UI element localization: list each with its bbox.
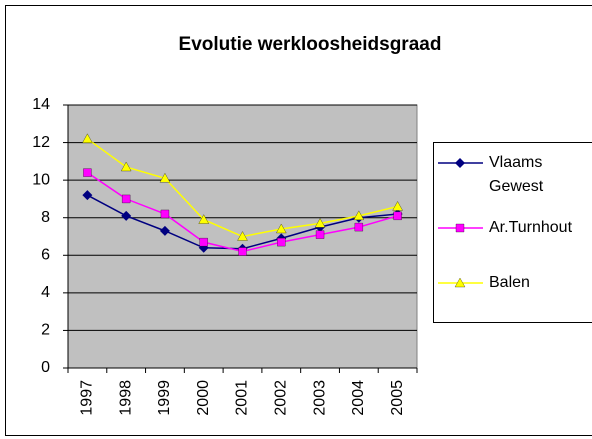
- marker: [82, 133, 93, 143]
- marker: [198, 214, 209, 224]
- marker: [83, 168, 92, 177]
- marker: [120, 161, 132, 172]
- marker: [392, 201, 403, 211]
- y-tick-label: 6: [41, 247, 50, 264]
- legend-box: [433, 142, 592, 323]
- marker: [82, 190, 93, 201]
- marker: [277, 237, 286, 247]
- legend-label: Ar.Turnhout: [489, 219, 573, 236]
- marker: [314, 218, 326, 228]
- marker: [159, 172, 171, 183]
- marker: [315, 230, 325, 239]
- x-tick-label: 2002: [272, 380, 289, 416]
- x-tick-label: 2004: [350, 380, 367, 416]
- marker: [199, 237, 208, 247]
- marker: [160, 209, 170, 219]
- x-tick-label: 2005: [389, 380, 406, 416]
- marker: [276, 223, 287, 234]
- marker: [353, 210, 365, 220]
- marker: [121, 210, 132, 221]
- marker: [237, 231, 248, 241]
- marker: [122, 194, 131, 204]
- y-tick-label: 4: [41, 284, 50, 301]
- marker: [354, 222, 363, 232]
- y-tick-label: 14: [32, 96, 50, 113]
- x-tick-label: 2001: [234, 380, 251, 416]
- x-tick-label: 1997: [79, 380, 96, 416]
- x-tick-label: 1999: [156, 380, 173, 416]
- marker: [454, 277, 466, 288]
- legend-label: Vlaams Gewest: [489, 154, 544, 195]
- x-tick-label: 2000: [195, 380, 212, 416]
- y-tick-label: 2: [41, 322, 50, 339]
- y-tick-label: 10: [32, 171, 50, 188]
- x-tick-label: 2003: [311, 380, 328, 416]
- y-tick-label: 0: [41, 359, 50, 376]
- marker: [455, 158, 465, 168]
- marker: [159, 225, 170, 236]
- x-tick-label: 1998: [117, 380, 134, 416]
- y-tick-label: 8: [41, 209, 50, 226]
- marker: [455, 223, 465, 233]
- y-tick-label: 12: [32, 134, 50, 151]
- chart-title: Evolutie werkloosheidsgraad: [179, 34, 442, 55]
- legend-label: Balen: [489, 274, 530, 291]
- marker: [238, 247, 247, 256]
- marker: [393, 211, 402, 220]
